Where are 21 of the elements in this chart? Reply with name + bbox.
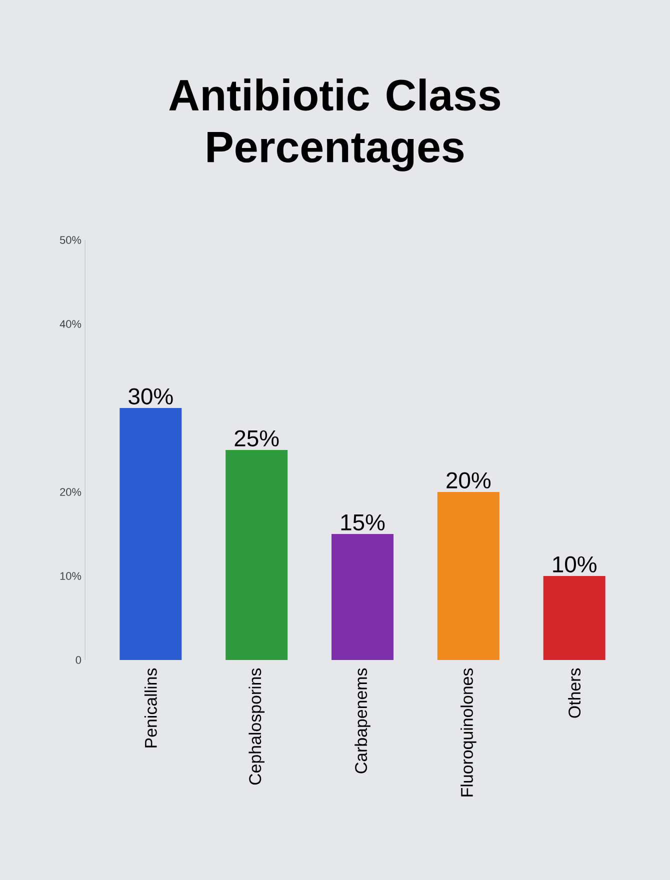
chart-title: Antibiotic Class Percentages <box>169 78 500 172</box>
y-tick-label: 0 <box>76 656 82 664</box>
x-tick-label: Penicallins <box>144 668 157 748</box>
data-label: 30% <box>128 388 173 404</box>
x-tick-label: Others <box>568 668 581 718</box>
data-label: 15% <box>341 514 385 530</box>
data-label: 20% <box>446 472 491 488</box>
bar <box>437 492 500 660</box>
y-tick-label: 20% <box>60 488 82 496</box>
y-tick-label: 40% <box>60 320 82 328</box>
x-tick-label: Cephalosporins <box>248 668 264 785</box>
bar <box>332 534 394 660</box>
bar <box>120 408 182 660</box>
y-tick-label: 50% <box>60 236 82 244</box>
bar <box>226 450 288 660</box>
data-label: 10% <box>553 556 596 572</box>
x-tick-label: Fluoroquinolones <box>460 668 476 796</box>
bar <box>543 576 606 660</box>
x-tick-label: Carbapenems <box>354 668 370 774</box>
y-tick-label: 10% <box>60 572 82 580</box>
data-label: 25% <box>234 430 279 446</box>
